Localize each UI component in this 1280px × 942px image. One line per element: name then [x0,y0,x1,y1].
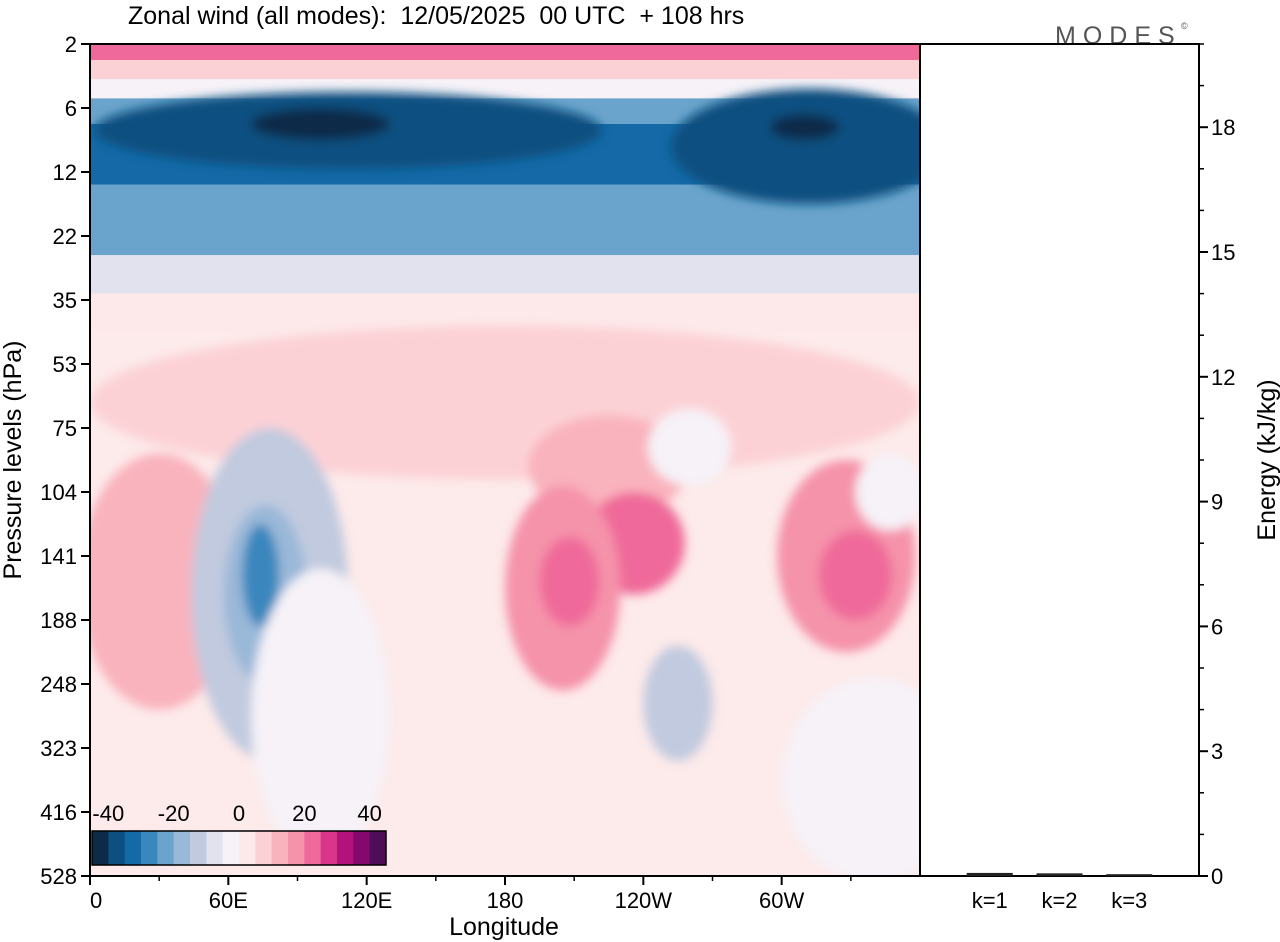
y-tick-label-416: 416 [40,800,77,825]
energy-bar-chart: 0 3 6 9 12 15 18 k=1 k=2 k=3 [919,43,1235,913]
colorbar-label-40: 40 [357,801,381,826]
energy-tick-label-6: 6 [1211,614,1223,639]
x-tick-label-60E: 60E [209,888,248,913]
colorbar-swatch-0 [92,831,109,865]
colorbar-swatch-6 [190,831,207,865]
colorbar-swatch-5 [173,831,191,865]
colorbar-frame [91,830,387,866]
energy-tick-label-18: 18 [1211,115,1235,140]
y-tick-label-188: 188 [40,608,77,633]
y-tick-label-528: 528 [40,864,77,889]
energy-tick-label-12: 12 [1211,365,1235,390]
energy-category-label-k=2: k=2 [1041,888,1077,913]
heatmap-band-1 [90,60,920,80]
y-tick-label-53: 53 [53,352,77,377]
colorbar-label--20: -20 [158,801,190,826]
heatmap-blob-18 [251,568,390,864]
colorbar-label--40: -40 [92,801,124,826]
energy-category-label-k=1: k=1 [972,888,1008,913]
energy-bar-k=2 [1036,873,1083,876]
heatmap-blob-12 [136,511,164,678]
y-tick-label-12: 12 [53,160,77,185]
energy-x-axis: k=1 k=2 k=3 [972,888,1148,913]
y-tick-label-248: 248 [40,672,77,697]
heatmap-plot [90,44,920,876]
y-tick-label-323: 323 [40,736,77,761]
energy-tick-label-15: 15 [1211,240,1235,265]
x-axis-label: Longitude [449,913,559,941]
heatmap-blob-10 [818,530,893,620]
energy-plot-frame [919,43,1200,877]
heatmap-blobs [90,88,920,876]
colorbar-swatch-13 [304,831,322,865]
colorbar-swatch-14 [320,831,338,865]
heatmap-blob-3 [770,114,840,140]
colorbar-swatch-2 [124,831,142,865]
heatmap-band-0 [90,44,920,60]
chart-title: Zonal wind (all modes): 12/05/2025 00 UT… [128,2,744,30]
y-tick-label-104: 104 [40,480,77,505]
colorbar-swatch-9 [239,831,256,865]
y-tick-label-141: 141 [40,544,77,569]
energy-tick-label-9: 9 [1211,490,1223,515]
x-tick-label-0: 0 [90,888,102,913]
energy-bars [966,872,1153,877]
x-tick-label-180: 180 [487,888,524,913]
colorbar-swatch-7 [206,831,224,865]
y-tick-label-35: 35 [53,288,77,313]
colorbar-swatch-11 [271,831,289,865]
heatmap-blob-1 [671,88,920,204]
colorbar-swatch-16 [353,831,371,865]
y-tick-label-22: 22 [53,224,77,249]
right-y-axis: 0 3 6 9 12 15 18 [1199,43,1235,889]
x-tick-label-60W: 60W [759,888,804,913]
heatmap-blob-8 [539,536,600,627]
energy-bar-k=3 [1106,874,1153,877]
energy-tick-label-3: 3 [1211,739,1223,764]
colorbar-swatch-15 [337,831,354,865]
colorbar-swatch-10 [255,831,273,865]
y-axis-label: Pressure levels (hPa) [0,341,27,580]
x-tick-label-120E: 120E [341,888,392,913]
energy-tick-label-0: 0 [1211,864,1223,889]
colorbar-label-0: 0 [233,801,245,826]
colorbar-label-20: 20 [292,801,316,826]
heatmap-blob-20 [781,677,920,876]
heatmap-blob-14 [855,453,920,531]
colorbar-swatch-17 [369,831,387,865]
x-axis: 0 60E 120E 180 120W 60W [89,876,852,913]
heatmap-blob-13 [647,408,731,486]
colorbar-swatch-8 [222,831,240,865]
logo-copyright-mark: © [1181,21,1188,31]
energy-axis-label: Energy (kJ/kg) [1253,379,1280,540]
heatmap-blob-4 [90,325,920,480]
colorbar-swatch-3 [141,831,158,865]
colorbar-swatch-1 [108,831,126,865]
y-tick-label-6: 6 [65,96,77,121]
heatmap-blob-17 [242,524,280,627]
x-tick-label-120W: 120W [615,888,673,913]
left-y-axis: 2 6 12 22 35 53 75 104 141 188 248 323 416 528 [40,32,90,889]
colorbar-swatch-4 [157,831,175,865]
energy-bar-k=1 [966,872,1013,876]
y-tick-label-2: 2 [65,32,77,57]
colorbar-swatch-12 [288,831,305,865]
heatmap-blob-19 [643,645,713,761]
heatmap-band-6 [90,255,920,294]
heatmap-blob-2 [251,108,390,140]
energy-category-label-k=3: k=3 [1111,888,1147,913]
colorbar: -40 -20 0 20 40 [91,801,387,866]
y-tick-label-75: 75 [53,416,77,441]
